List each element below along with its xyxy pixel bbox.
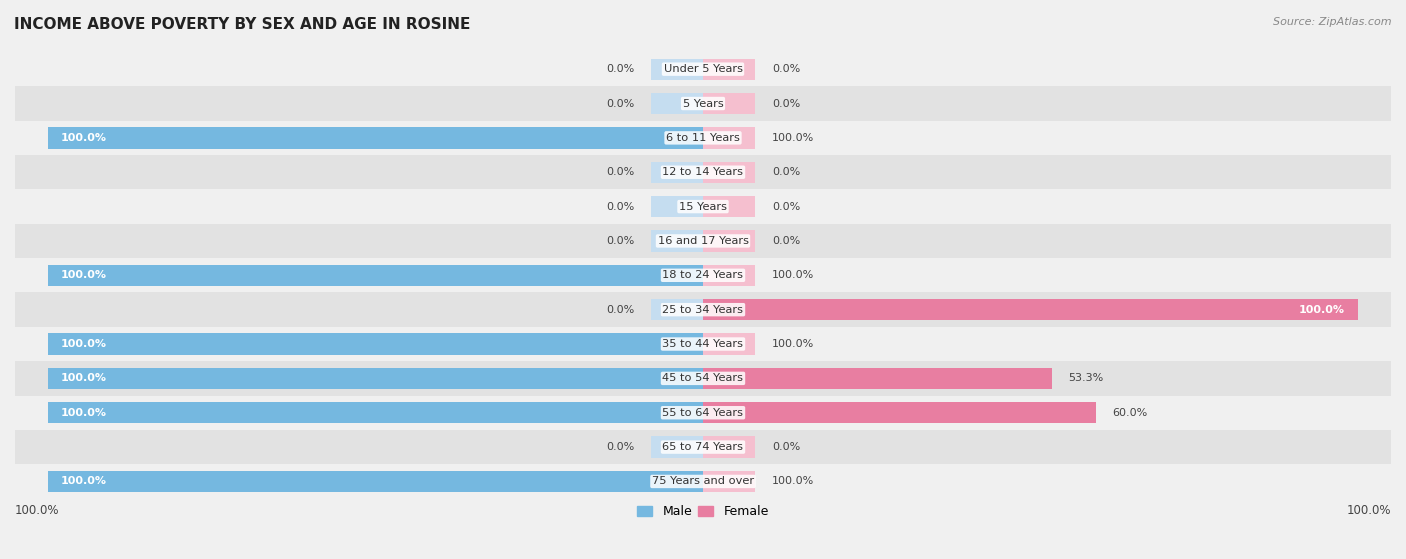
Text: 16 and 17 Years: 16 and 17 Years bbox=[658, 236, 748, 246]
Text: 75 Years and over: 75 Years and over bbox=[652, 476, 754, 486]
Bar bbox=[0, 465, 1406, 499]
Bar bbox=[0, 396, 1406, 430]
Bar bbox=[0, 430, 1406, 465]
Text: INCOME ABOVE POVERTY BY SEX AND AGE IN ROSINE: INCOME ABOVE POVERTY BY SEX AND AGE IN R… bbox=[14, 17, 471, 32]
Bar bbox=[651, 299, 703, 320]
Bar bbox=[48, 127, 703, 149]
Bar bbox=[48, 264, 703, 286]
Bar bbox=[703, 368, 1052, 389]
Bar bbox=[703, 127, 755, 149]
Bar bbox=[0, 327, 1406, 361]
Bar bbox=[48, 333, 703, 354]
Text: 100.0%: 100.0% bbox=[60, 476, 107, 486]
Bar bbox=[651, 162, 703, 183]
Text: 100.0%: 100.0% bbox=[772, 271, 814, 280]
Bar bbox=[703, 230, 755, 252]
Text: 0.0%: 0.0% bbox=[606, 98, 634, 108]
Bar bbox=[703, 196, 755, 217]
Text: 0.0%: 0.0% bbox=[772, 236, 800, 246]
Bar bbox=[0, 224, 1406, 258]
Bar bbox=[703, 437, 755, 458]
Text: 100.0%: 100.0% bbox=[15, 504, 59, 517]
Text: Under 5 Years: Under 5 Years bbox=[664, 64, 742, 74]
Bar bbox=[651, 196, 703, 217]
Text: 100.0%: 100.0% bbox=[60, 373, 107, 383]
Bar bbox=[651, 264, 703, 286]
Text: 45 to 54 Years: 45 to 54 Years bbox=[662, 373, 744, 383]
Text: 0.0%: 0.0% bbox=[606, 236, 634, 246]
Text: 53.3%: 53.3% bbox=[1069, 373, 1104, 383]
Bar bbox=[651, 333, 703, 354]
Text: 100.0%: 100.0% bbox=[772, 339, 814, 349]
Bar bbox=[651, 230, 703, 252]
Bar bbox=[651, 437, 703, 458]
Bar bbox=[48, 368, 703, 389]
Text: 12 to 14 Years: 12 to 14 Years bbox=[662, 167, 744, 177]
Text: 5 Years: 5 Years bbox=[683, 98, 723, 108]
Bar bbox=[651, 471, 703, 492]
Bar bbox=[703, 368, 755, 389]
Text: 65 to 74 Years: 65 to 74 Years bbox=[662, 442, 744, 452]
Text: 100.0%: 100.0% bbox=[60, 408, 107, 418]
Bar bbox=[703, 59, 755, 80]
Text: 0.0%: 0.0% bbox=[772, 202, 800, 212]
Bar bbox=[651, 402, 703, 423]
Bar bbox=[0, 121, 1406, 155]
Bar bbox=[0, 361, 1406, 396]
Text: 0.0%: 0.0% bbox=[606, 64, 634, 74]
Bar bbox=[0, 258, 1406, 292]
Bar bbox=[651, 127, 703, 149]
Text: 100.0%: 100.0% bbox=[772, 133, 814, 143]
Text: 60.0%: 60.0% bbox=[1112, 408, 1147, 418]
Text: 0.0%: 0.0% bbox=[606, 305, 634, 315]
Bar bbox=[703, 333, 755, 354]
Text: 25 to 34 Years: 25 to 34 Years bbox=[662, 305, 744, 315]
Bar bbox=[0, 190, 1406, 224]
Bar bbox=[703, 299, 755, 320]
Text: 0.0%: 0.0% bbox=[772, 167, 800, 177]
Text: 6 to 11 Years: 6 to 11 Years bbox=[666, 133, 740, 143]
Text: Source: ZipAtlas.com: Source: ZipAtlas.com bbox=[1274, 17, 1392, 27]
Bar bbox=[703, 93, 755, 114]
Text: 55 to 64 Years: 55 to 64 Years bbox=[662, 408, 744, 418]
Bar bbox=[48, 471, 703, 492]
Text: 35 to 44 Years: 35 to 44 Years bbox=[662, 339, 744, 349]
Text: 100.0%: 100.0% bbox=[1347, 504, 1391, 517]
Legend: Male, Female: Male, Female bbox=[633, 500, 773, 523]
Bar bbox=[0, 86, 1406, 121]
Text: 18 to 24 Years: 18 to 24 Years bbox=[662, 271, 744, 280]
Text: 0.0%: 0.0% bbox=[606, 167, 634, 177]
Text: 100.0%: 100.0% bbox=[772, 476, 814, 486]
Text: 0.0%: 0.0% bbox=[772, 98, 800, 108]
Text: 15 Years: 15 Years bbox=[679, 202, 727, 212]
Bar bbox=[0, 292, 1406, 327]
Bar bbox=[0, 52, 1406, 86]
Bar bbox=[703, 402, 755, 423]
Bar bbox=[703, 299, 1358, 320]
Bar bbox=[651, 93, 703, 114]
Bar bbox=[703, 402, 1097, 423]
Bar bbox=[48, 402, 703, 423]
Text: 100.0%: 100.0% bbox=[60, 339, 107, 349]
Text: 0.0%: 0.0% bbox=[772, 442, 800, 452]
Text: 0.0%: 0.0% bbox=[606, 442, 634, 452]
Bar bbox=[703, 264, 755, 286]
Bar bbox=[651, 368, 703, 389]
Bar bbox=[703, 471, 755, 492]
Bar bbox=[703, 162, 755, 183]
Text: 100.0%: 100.0% bbox=[1299, 305, 1346, 315]
Text: 100.0%: 100.0% bbox=[60, 271, 107, 280]
Text: 0.0%: 0.0% bbox=[772, 64, 800, 74]
Text: 0.0%: 0.0% bbox=[606, 202, 634, 212]
Text: 100.0%: 100.0% bbox=[60, 133, 107, 143]
Bar bbox=[0, 155, 1406, 190]
Bar bbox=[651, 59, 703, 80]
